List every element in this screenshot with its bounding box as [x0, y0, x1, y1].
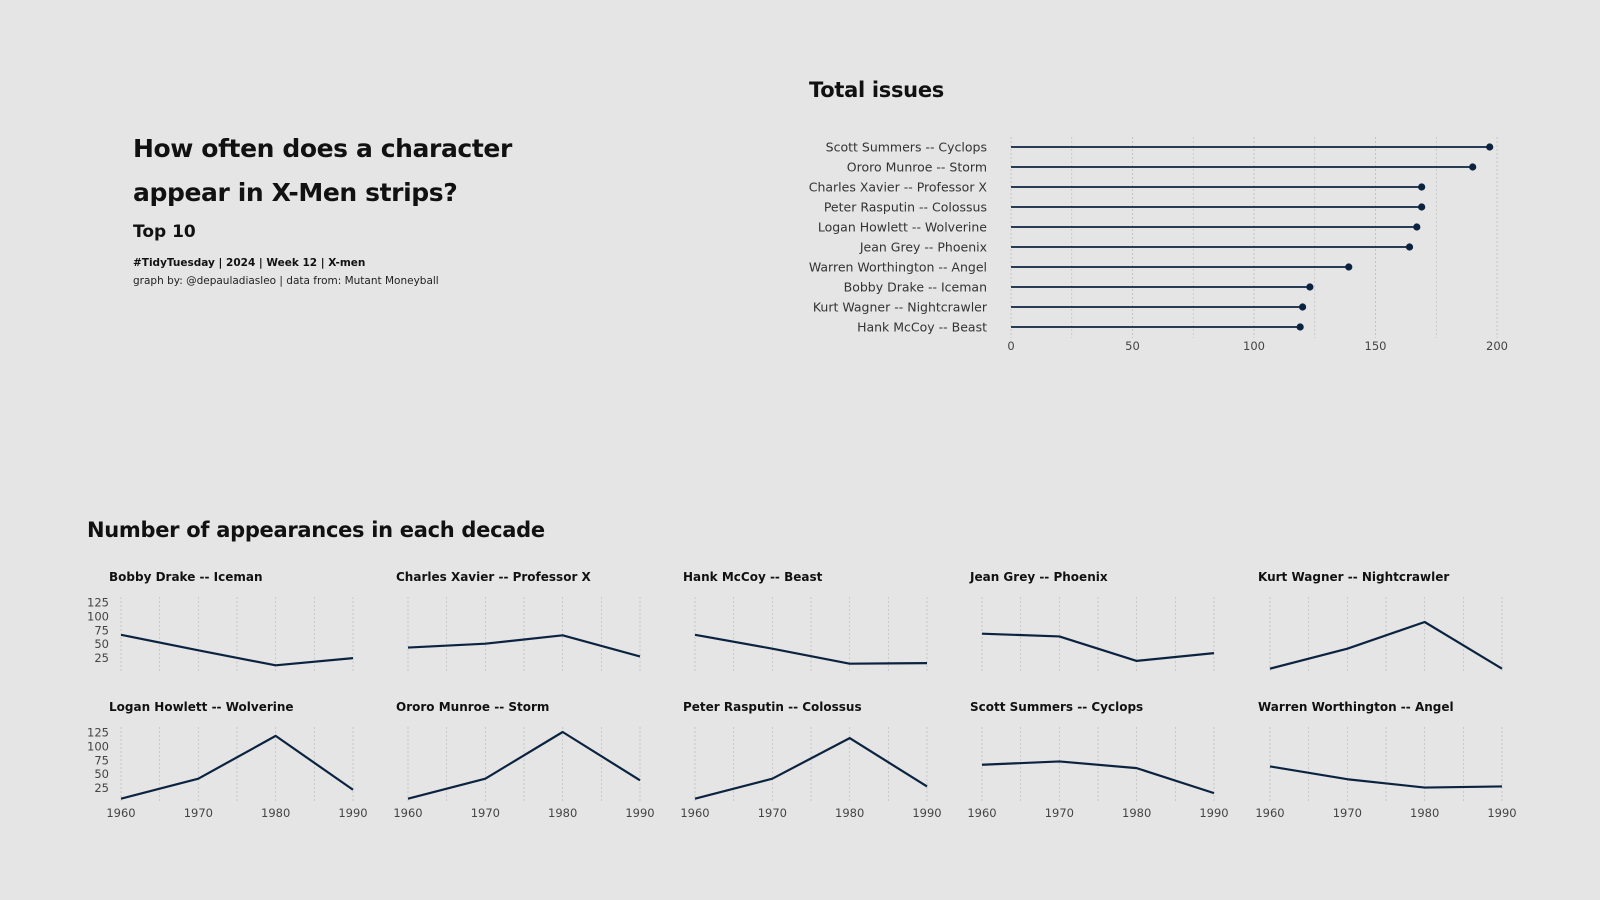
x-tick-label: 1980 [548, 806, 577, 820]
x-tick-label: 0 [1007, 339, 1014, 353]
x-tick-label: 1980 [261, 806, 290, 820]
lollipop-dot [1486, 143, 1494, 151]
series-line [120, 633, 354, 667]
page-title: How often does a character appear in X-M… [133, 134, 512, 207]
x-tick-label: 1960 [680, 806, 709, 820]
y-tick-label: 100 [87, 609, 109, 623]
category-label: Charles Xavier -- Professor X [809, 180, 988, 195]
x-tick-label: 1990 [338, 806, 367, 820]
y-tick-label: 75 [94, 753, 109, 767]
x-tick-label: 1970 [471, 806, 500, 820]
panel-title: Scott Summers -- Cyclops [970, 700, 1143, 714]
x-tick-label: 200 [1486, 339, 1508, 353]
decade-appearances-title: Number of appearances in each decade [87, 518, 545, 542]
x-tick-label: 1970 [758, 806, 787, 820]
y-tick-label: 25 [94, 781, 109, 795]
x-tick-label: 1980 [1122, 806, 1151, 820]
y-tick-label: 125 [87, 726, 109, 740]
category-label: Peter Rasputin -- Colossus [824, 200, 987, 215]
series-line [120, 734, 354, 800]
category-label: Warren Worthington -- Angel [809, 260, 987, 275]
y-tick-label: 25 [94, 651, 109, 665]
series-line [1269, 620, 1503, 670]
x-tick-label: 1980 [835, 806, 864, 820]
x-tick-label: 1960 [106, 806, 135, 820]
x-tick-label: 1990 [1487, 806, 1516, 820]
category-label: Scott Summers -- Cyclops [826, 140, 987, 155]
lollipop-dot [1418, 203, 1426, 211]
x-tick-label: 1960 [1255, 806, 1284, 820]
lollipop-dot [1413, 223, 1421, 231]
lollipop-dot [1405, 243, 1414, 251]
x-tick-label: 50 [1125, 339, 1140, 353]
panel-title: Logan Howlett -- Wolverine [109, 700, 294, 714]
y-tick-label: 100 [87, 739, 109, 753]
x-tick-label: 1970 [1045, 806, 1074, 820]
x-tick-label: 1990 [625, 806, 654, 820]
category-label: Logan Howlett -- Wolverine [818, 220, 987, 235]
lollipop-dot [1345, 263, 1353, 271]
series-line [1269, 765, 1503, 789]
y-tick-label: 75 [94, 623, 109, 637]
x-tick-label: 1960 [393, 806, 422, 820]
panel-title: Charles Xavier -- Professor X [396, 570, 592, 584]
series-line [407, 730, 641, 800]
panel-title: Warren Worthington -- Angel [1258, 700, 1454, 714]
lollipop-dot [1469, 163, 1477, 171]
panel-title: Ororo Munroe -- Storm [396, 700, 549, 714]
series-line [694, 633, 928, 665]
x-tick-label: 1990 [912, 806, 941, 820]
y-tick-label: 125 [87, 596, 109, 610]
lollipop-dot [1296, 323, 1304, 331]
x-tick-label: 1970 [1333, 806, 1362, 820]
x-tick-label: 1960 [967, 806, 996, 820]
x-tick-label: 1970 [184, 806, 213, 820]
page-subtitle: Top 10 [133, 222, 196, 242]
tidytuesday-tag: #TidyTuesday | 2024 | Week 12 | X-men [133, 257, 366, 269]
panel-title: Kurt Wagner -- Nightcrawler [1258, 570, 1449, 584]
category-label: Bobby Drake -- Iceman [844, 280, 987, 295]
category-label: Hank McCoy -- Beast [857, 320, 987, 335]
x-tick-label: 150 [1365, 339, 1387, 353]
total-issues-title: Total issues [809, 78, 944, 102]
panel-title: Hank McCoy -- Beast [683, 570, 823, 584]
series-line [694, 737, 928, 800]
series-line [981, 760, 1215, 795]
category-label: Ororo Munroe -- Storm [847, 160, 987, 175]
y-tick-label: 50 [94, 637, 109, 651]
series-line [981, 632, 1215, 662]
category-label: Kurt Wagner -- Nightcrawler [813, 300, 988, 315]
x-tick-label: 100 [1243, 339, 1265, 353]
panel-title: Peter Rasputin -- Colossus [683, 700, 862, 714]
x-tick-label: 1990 [1199, 806, 1228, 820]
category-label: Jean Grey -- Phoenix [859, 240, 987, 255]
y-tick-label: 50 [94, 767, 109, 781]
credit-line: graph by: @depauladiasleo | data from: M… [133, 275, 439, 287]
panel-title: Jean Grey -- Phoenix [969, 570, 1108, 584]
lollipop-dot [1418, 183, 1426, 191]
lollipop-dot [1299, 303, 1307, 311]
x-tick-label: 1980 [1410, 806, 1439, 820]
panel-title: Bobby Drake -- Iceman [109, 570, 263, 584]
series-line [407, 634, 641, 658]
lollipop-dot [1306, 283, 1314, 291]
